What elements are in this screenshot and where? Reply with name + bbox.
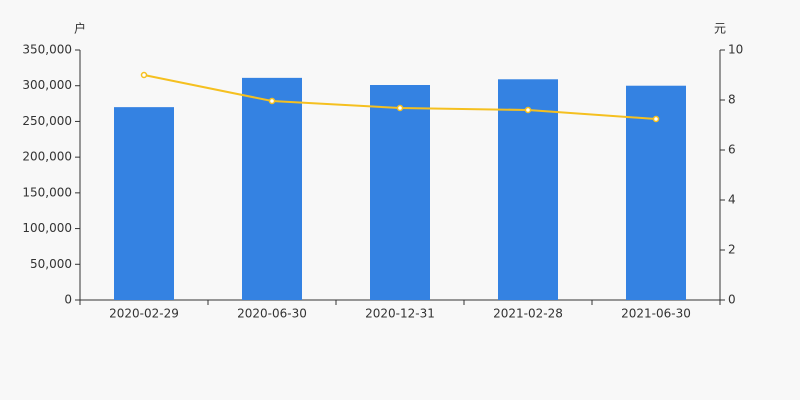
y2-tick-label: 8	[728, 93, 736, 107]
y2-axis-title: 元	[714, 22, 726, 36]
y-tick-label: 100,000	[22, 221, 72, 235]
y2-tick-label: 6	[728, 143, 736, 157]
x-tick-label: 2020-06-30	[237, 307, 307, 321]
x-tick-label: 2021-06-30	[621, 307, 691, 321]
y-tick-label: 0	[64, 293, 72, 307]
y-tick-label: 300,000	[22, 78, 72, 92]
x-tick-label: 2020-12-31	[365, 307, 435, 321]
line-point	[652, 115, 660, 123]
y2-tick-label: 4	[728, 193, 736, 207]
y2-tick-label: 2	[728, 243, 736, 257]
y-axis-title: 户	[74, 21, 86, 36]
y-tick-label: 250,000	[22, 114, 72, 128]
bar	[370, 85, 430, 300]
bar	[114, 107, 174, 301]
y-tick-label: 200,000	[22, 150, 72, 164]
bar	[498, 79, 558, 301]
y2-tick-label: 10	[728, 43, 743, 57]
line-point	[268, 97, 276, 105]
x-tick-label: 2021-02-28	[493, 307, 563, 321]
x-tick-label: 2020-02-29	[109, 307, 179, 321]
y-tick-label: 350,000	[22, 43, 72, 57]
y-tick-label: 150,000	[22, 185, 72, 199]
line-point	[396, 104, 404, 112]
y2-tick-label: 0	[728, 293, 736, 307]
bar	[242, 77, 302, 300]
y-tick-label: 50,000	[30, 257, 72, 271]
line-point	[524, 106, 532, 114]
line-point	[140, 71, 148, 79]
